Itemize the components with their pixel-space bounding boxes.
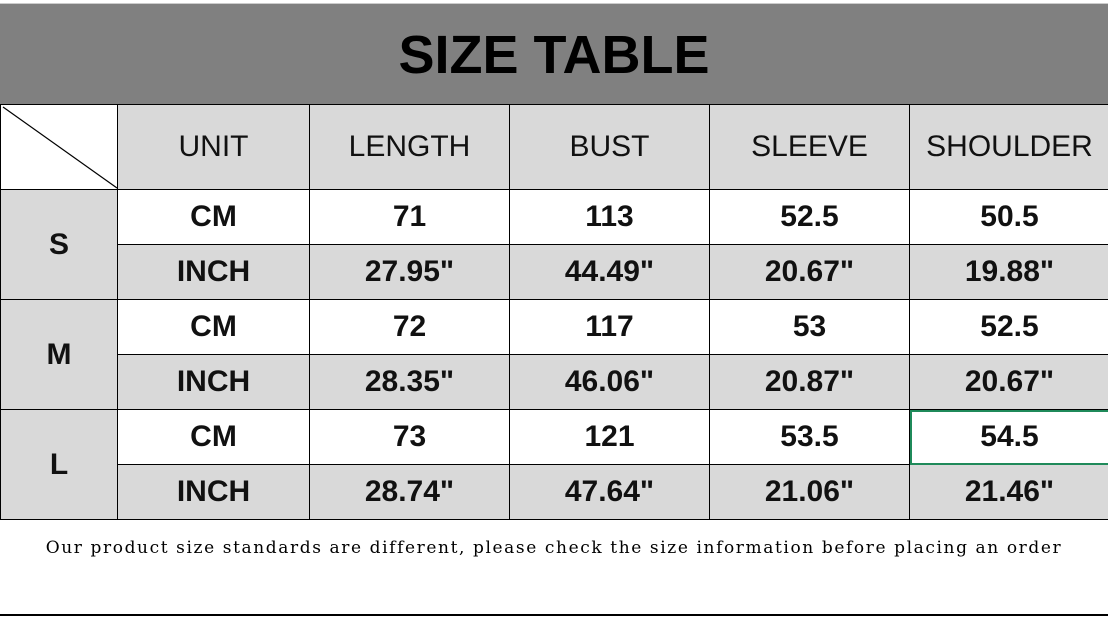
value-cell[interactable]: 113: [509, 189, 710, 245]
value-cell[interactable]: 20.67": [709, 244, 910, 300]
size-label: M: [0, 299, 118, 410]
header-row: UNIT LENGTH BUST SLEEVE SHOULDER: [0, 104, 1108, 190]
value-cell[interactable]: 20.67": [909, 354, 1108, 410]
value-cell[interactable]: 47.64": [509, 464, 710, 520]
unit-cell: CM: [117, 409, 310, 465]
corner-cell: [0, 104, 118, 190]
table-row: M CM 72 117 53 52.5: [0, 299, 1108, 410]
header-unit: UNIT: [117, 104, 310, 190]
value-cell[interactable]: 27.95": [309, 244, 510, 300]
size-label: L: [0, 409, 118, 520]
unit-cell: INCH: [117, 464, 310, 520]
table-row: INCH 27.95" 44.49" 20.67" 19.88": [1, 244, 1108, 300]
unit-cell: CM: [117, 299, 310, 355]
diagonal-line: [2, 106, 118, 189]
header-shoulder: SHOULDER: [909, 104, 1108, 190]
value-cell[interactable]: 21.46": [909, 464, 1108, 520]
value-cell[interactable]: 46.06": [509, 354, 710, 410]
value-cell[interactable]: 71: [309, 189, 510, 245]
value-cell[interactable]: 117: [509, 299, 710, 355]
value-cell[interactable]: 50.5: [909, 189, 1108, 245]
table-row: INCH 28.74" 47.64" 21.06" 21.46": [1, 464, 1108, 520]
value-cell[interactable]: 28.35": [309, 354, 510, 410]
value-cell[interactable]: 54.5: [909, 409, 1108, 465]
value-cell[interactable]: 53: [709, 299, 910, 355]
table-row: L CM 73 121 53.5 54.5: [0, 409, 1108, 520]
value-cell[interactable]: 72: [309, 299, 510, 355]
unit-cell: INCH: [117, 354, 310, 410]
value-cell[interactable]: 28.74": [309, 464, 510, 520]
size-table: UNIT LENGTH BUST SLEEVE SHOULDER S CM 71 11…: [0, 104, 1108, 520]
unit-cell: CM: [117, 189, 310, 245]
value-cell[interactable]: 20.87": [709, 354, 910, 410]
table-row: INCH 28.35" 46.06" 20.87" 20.67": [1, 354, 1108, 410]
value-cell[interactable]: 52.5: [709, 189, 910, 245]
value-cell[interactable]: 21.06": [709, 464, 910, 520]
header-sleeve: SLEEVE: [709, 104, 910, 190]
header-length: LENGTH: [309, 104, 510, 190]
value-cell[interactable]: 53.5: [709, 409, 910, 465]
value-cell[interactable]: 73: [309, 409, 510, 465]
header-bust: BUST: [509, 104, 710, 190]
table-row: S CM 71 113 52.5 50.5: [0, 189, 1108, 300]
size-label: S: [0, 189, 118, 300]
value-cell[interactable]: 52.5: [909, 299, 1108, 355]
value-cell[interactable]: 19.88": [909, 244, 1108, 300]
size-table-title: SIZE TABLE: [0, 3, 1108, 105]
size-note: Our product size standards are different…: [0, 526, 1108, 616]
unit-cell: INCH: [117, 244, 310, 300]
value-cell[interactable]: 44.49": [509, 244, 710, 300]
value-cell[interactable]: 121: [509, 409, 710, 465]
